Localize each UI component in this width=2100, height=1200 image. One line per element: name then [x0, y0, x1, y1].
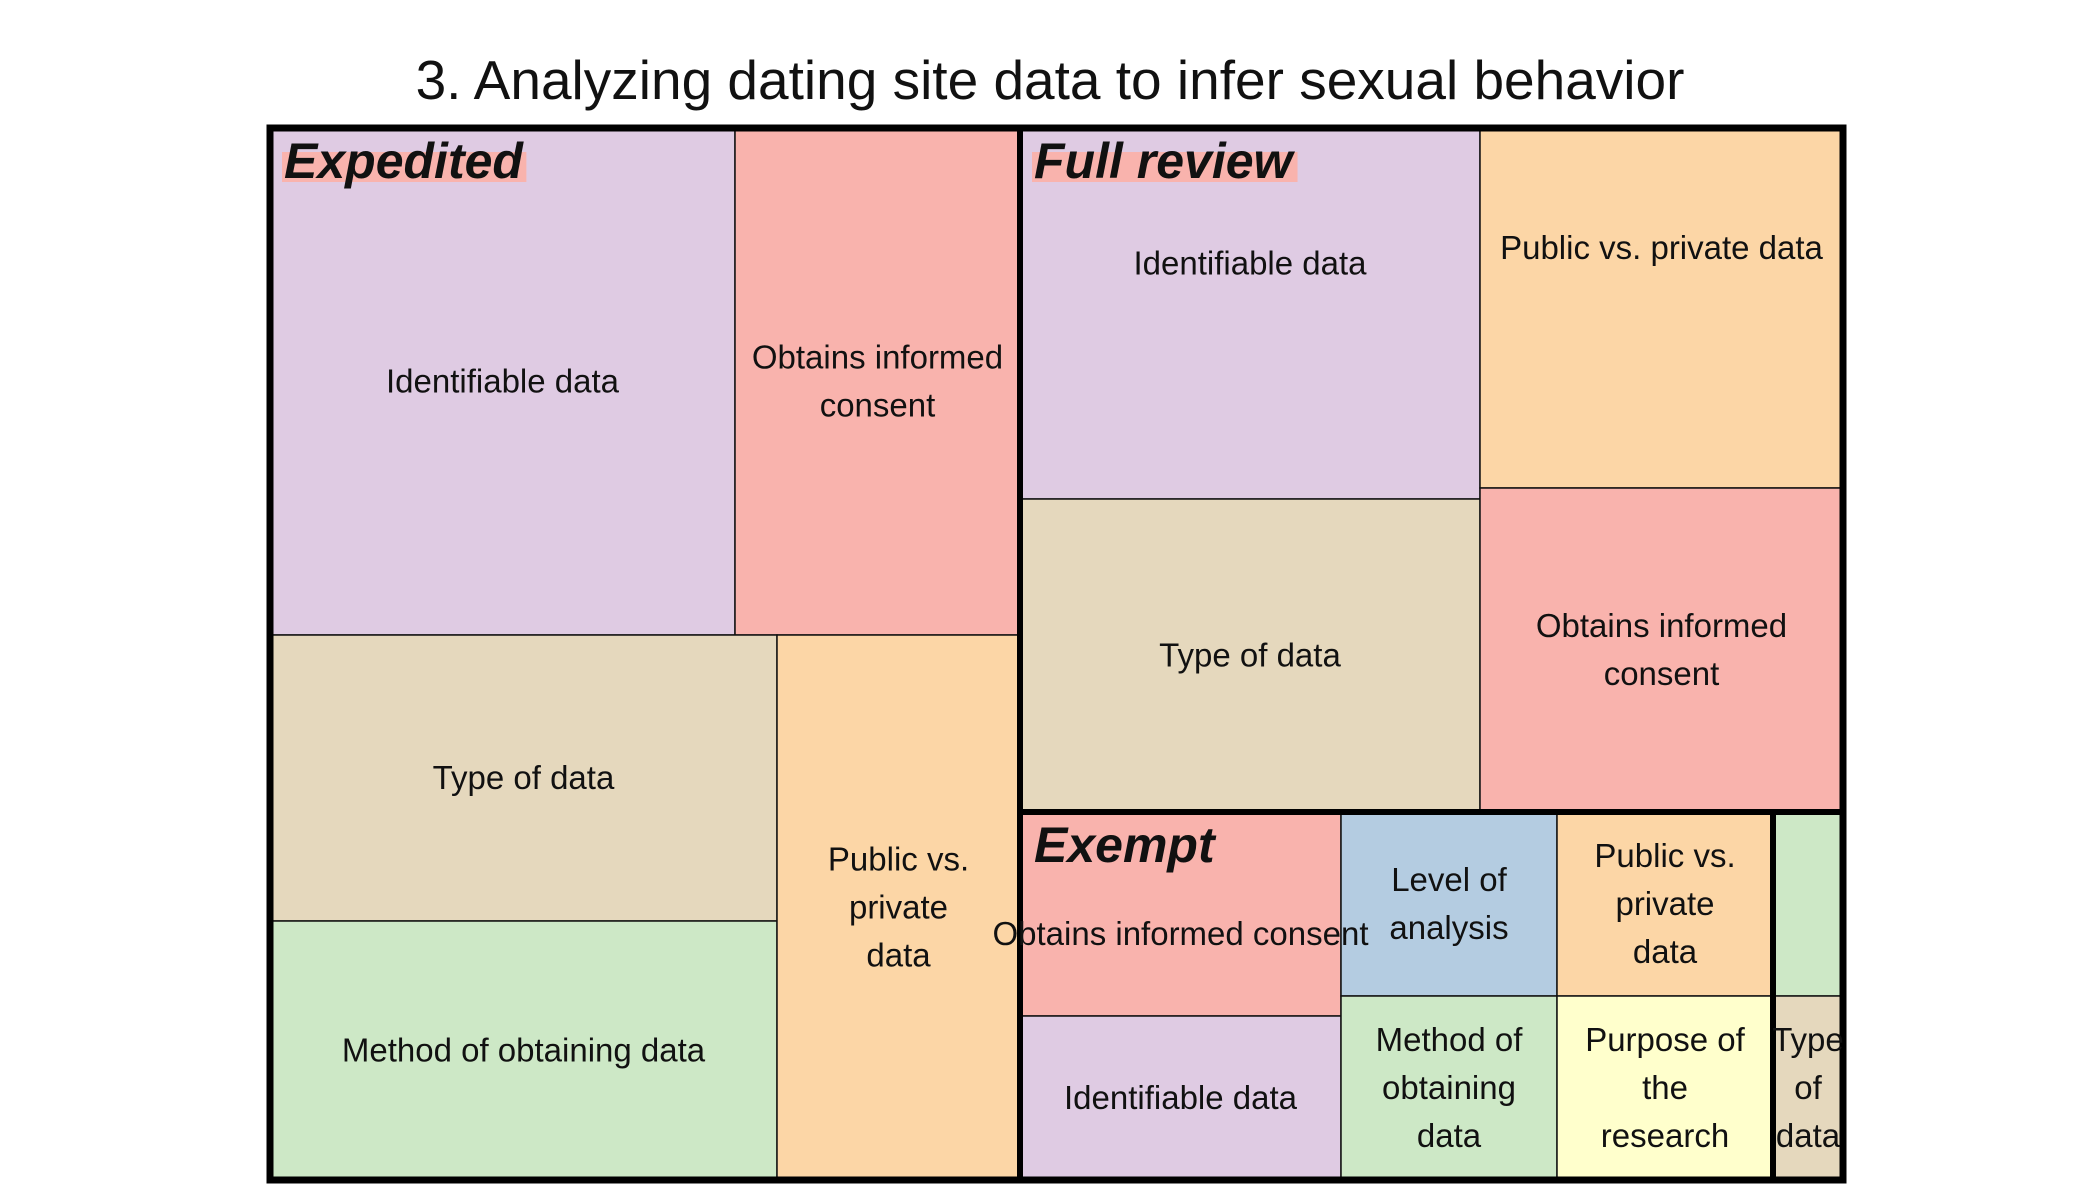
tile-full-review-identifiable-data	[1019, 127, 1481, 500]
tile-label-exempt-method-of-obtaining-data: Method of obtaining data	[1376, 1021, 1524, 1154]
tile-expedited-obtains-informed-consent	[734, 127, 1021, 636]
tile-label-full-review-obtains-informed-consent: Obtains informed consent	[1536, 607, 1787, 692]
tile-layer	[269, 127, 1844, 1181]
tile-label-exempt-obtains-informed-consent: Obtains informed consent	[992, 915, 1368, 952]
tile-label-exempt-public-vs-private-data: Public vs. private data	[1594, 837, 1735, 970]
tile-label-full-review-identifiable-data: Identifiable data	[1133, 245, 1367, 282]
tile-exempt-obtains-informed-consent	[1019, 811, 1342, 1017]
tile-unlabeled-unlabeled	[1772, 811, 1844, 997]
tile-expedited-method-of-obtaining-data	[269, 920, 778, 1181]
tile-full-review-obtains-informed-consent	[1479, 487, 1844, 813]
tile-full-review-public-vs-private-data	[1479, 127, 1844, 489]
group-label-full-review: Full review	[1034, 133, 1296, 189]
tile-label-expedited-obtains-informed-consent: Obtains informed consent	[752, 339, 1003, 424]
tile-label-layer: Identifiable data Obtains informed consent…	[342, 229, 1844, 1154]
tile-expedited-identifiable-data	[269, 127, 736, 636]
tile-exempt-purpose-of-the-research	[1556, 995, 1774, 1181]
tile-label-exempt-level-of-analysis: Level of analysis	[1389, 861, 1508, 946]
treemap-outer-border	[266, 124, 1847, 1184]
tile-label-unlabeled-type-of-data: Type of data	[1772, 1021, 1844, 1154]
group-label-layer: Expedited Full review Exempt	[282, 133, 1298, 873]
tile-exempt-method-of-obtaining-data	[1340, 995, 1558, 1181]
tile-expedited-type-of-data	[269, 634, 778, 922]
tile-label-expedited-identifiable-data: Identifiable data	[386, 363, 620, 400]
tile-label-expedited-type-of-data: Type of data	[433, 759, 615, 796]
tile-label-expedited-public-vs-private-data: Public vs. private data	[828, 841, 969, 974]
tile-exempt-public-vs-private-data	[1556, 811, 1774, 997]
tile-label-exempt-purpose-of-the-research: Purpose of the research	[1585, 1021, 1745, 1154]
tile-label-full-review-public-vs-private-data: Public vs. private data	[1500, 229, 1823, 266]
tile-label-exempt-identifiable-data: Identifiable data	[1064, 1079, 1298, 1116]
group-border-layer	[266, 124, 1847, 1184]
group-label-highlight-expedited	[282, 152, 527, 182]
group-label-highlight-full-review	[1032, 152, 1298, 182]
chart-title: 3. Analyzing dating site data to infer s…	[415, 49, 1685, 111]
group-label-exempt: Exempt	[1034, 817, 1217, 873]
tile-exempt-level-of-analysis	[1340, 811, 1558, 997]
tile-unlabeled-type-of-data	[1772, 995, 1844, 1181]
tile-label-full-review-type-of-data: Type of data	[1159, 637, 1341, 674]
tile-label-expedited-method-of-obtaining-data: Method of obtaining data	[342, 1032, 706, 1069]
tile-full-review-type-of-data	[1019, 498, 1481, 813]
group-label-expedited: Expedited	[284, 133, 524, 189]
